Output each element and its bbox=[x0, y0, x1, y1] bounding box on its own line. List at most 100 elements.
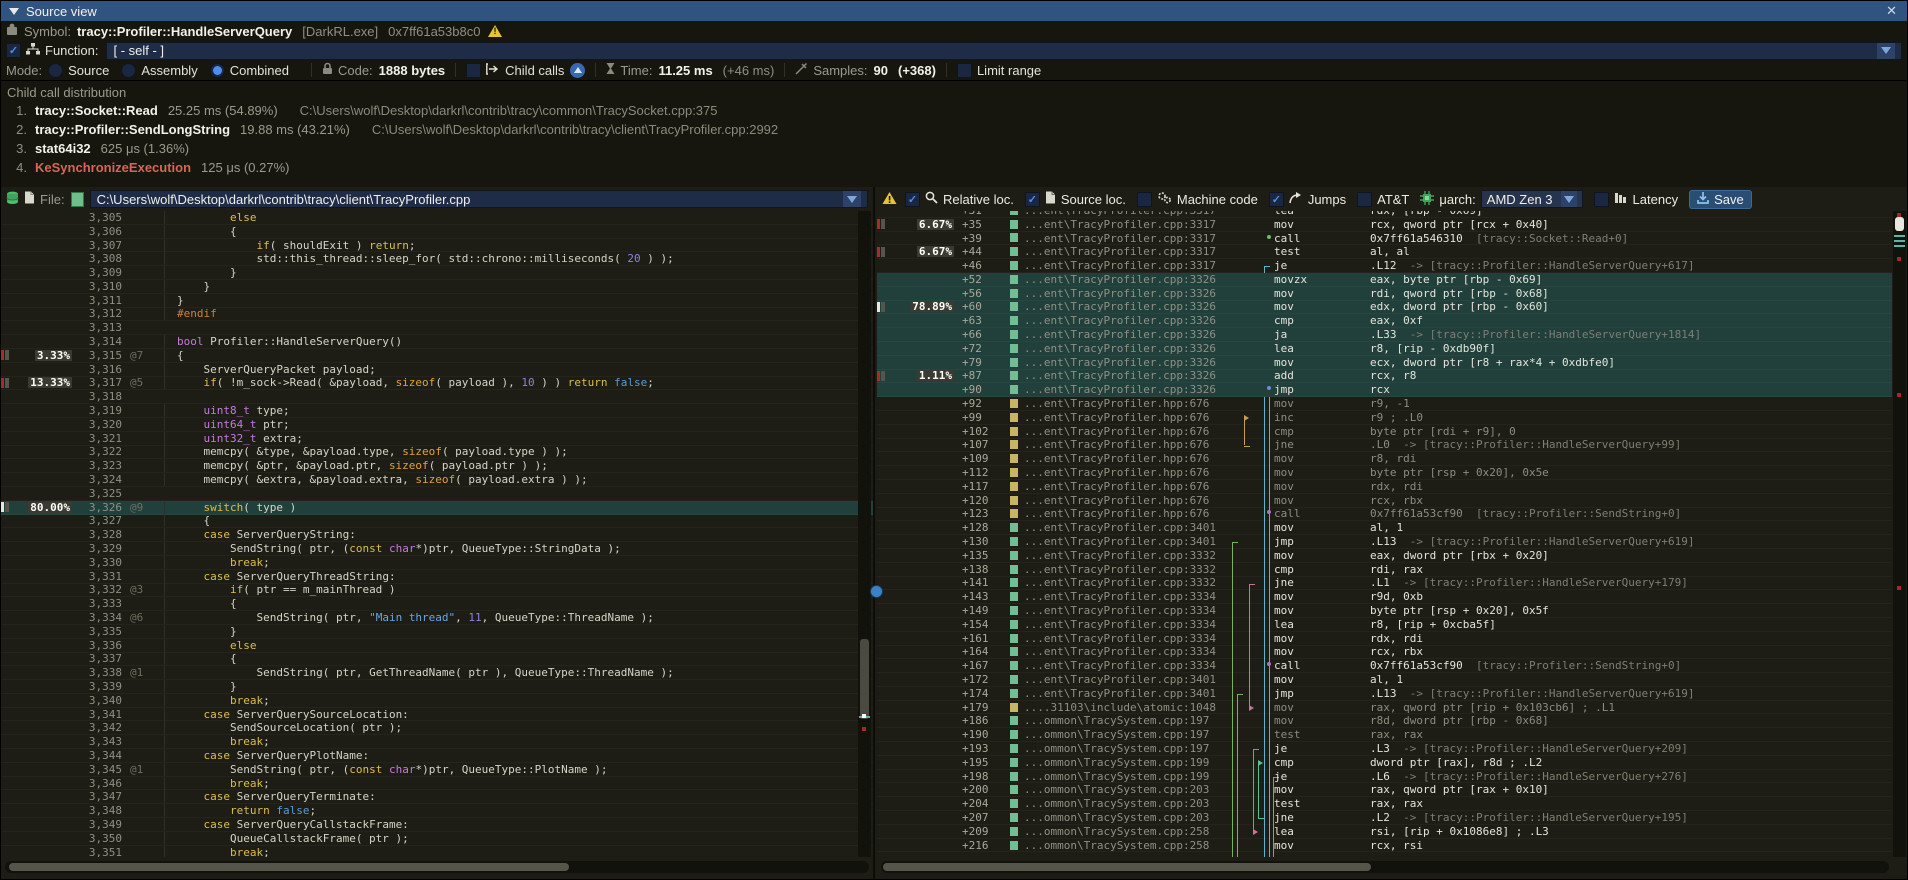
source-row[interactable]: 3,323 memcpy( &ptr, &payload.ptr, sizeof… bbox=[1, 459, 873, 473]
asm-row[interactable]: +135 ...ent\TracyProfiler.cpp:3332 mov eax,… bbox=[877, 549, 1892, 563]
asm-row[interactable]: +167 ...ent\TracyProfiler.cpp:3334 call 0x7… bbox=[877, 659, 1892, 673]
source-row[interactable]: 3,320 uint64_t ptr; bbox=[1, 417, 873, 432]
checkbox-icon[interactable] bbox=[1136, 191, 1152, 207]
source-row[interactable]: 3,334 @6 SendString( ptr, "Main thread", … bbox=[1, 611, 873, 625]
source-row[interactable]: 3,331 case ServerQueryThreadString: bbox=[1, 569, 873, 584]
source-row[interactable]: 3,324 memcpy( &extra, &payload.extra, si… bbox=[1, 473, 873, 487]
asm-row[interactable]: +72 ...ent\TracyProfiler.cpp:3326 lea r8, [… bbox=[877, 342, 1892, 356]
mode-option-combined[interactable]: Combined bbox=[209, 62, 289, 78]
asm-row[interactable]: +128 ...ent\TracyProfiler.cpp:3401 mov al, … bbox=[877, 521, 1892, 535]
asm-row[interactable]: 1.11% +87 ...ent\TracyProfiler.cpp:3326 add… bbox=[877, 369, 1892, 384]
collapse-icon[interactable] bbox=[9, 7, 19, 15]
source-row[interactable]: 3,321 uint32_t extra; bbox=[1, 431, 873, 446]
source-row[interactable]: 3,351 break; bbox=[1, 845, 873, 857]
asm-row[interactable]: +63 ...ent\TracyProfiler.cpp:3326 cmp eax, … bbox=[877, 314, 1892, 329]
function-dropdown[interactable]: [ - self - ] bbox=[106, 41, 1902, 60]
source-row[interactable]: 3,348 return false; bbox=[1, 804, 873, 818]
chevron-down-icon[interactable] bbox=[843, 191, 861, 207]
source-row[interactable]: 3,310 } bbox=[1, 279, 873, 294]
asm-row[interactable]: +66 ...ent\TracyProfiler.cpp:3326 ja .L33 -… bbox=[877, 328, 1892, 342]
source-row[interactable]: 3,329 SendString( ptr, (const char*)ptr,… bbox=[1, 542, 873, 556]
radio-icon[interactable] bbox=[209, 62, 225, 78]
toolbar-toggle-jumps[interactable]: Jumps bbox=[1268, 191, 1346, 207]
asm-row[interactable]: +154 ...ent\TracyProfiler.cpp:3334 lea r8, … bbox=[877, 618, 1892, 632]
source-row[interactable]: 3,308 std::this_thread::sleep_for( std::… bbox=[1, 252, 873, 266]
source-row[interactable]: 3,325 bbox=[1, 487, 873, 501]
asm-row[interactable]: +46 ...ent\TracyProfiler.cpp:3317 je .L12 -… bbox=[877, 259, 1892, 273]
source-row[interactable]: 3,336 else bbox=[1, 638, 873, 653]
asm-row[interactable]: +56 ...ent\TracyProfiler.cpp:3326 mov rdi, … bbox=[877, 287, 1892, 301]
source-row[interactable]: 3,312 #endif bbox=[1, 307, 873, 322]
source-row[interactable]: 3,346 break; bbox=[1, 776, 873, 791]
source-row[interactable]: 3,322 memcpy( &type, &payload.type, size… bbox=[1, 445, 873, 460]
asm-row[interactable]: +149 ...ent\TracyProfiler.cpp:3334 mov byte… bbox=[877, 604, 1892, 618]
source-row[interactable]: 3,319 uint8_t type; bbox=[1, 404, 873, 418]
panel-resize-grip[interactable] bbox=[870, 585, 883, 598]
file-dropdown[interactable]: C:\Users\wolf\Desktop\darkrl\contrib\tra… bbox=[89, 190, 868, 208]
source-row[interactable]: 3,340 break; bbox=[1, 693, 873, 708]
source-row[interactable]: 3,350 QueueCallstackFrame( ptr ); bbox=[1, 831, 873, 846]
radio-icon[interactable] bbox=[48, 62, 64, 78]
checkbox-icon[interactable] bbox=[905, 191, 920, 207]
checkbox-icon[interactable] bbox=[1268, 191, 1284, 207]
asm-row[interactable]: +117 ...ent\TracyProfiler.hpp:676 mov rdx, … bbox=[877, 480, 1892, 494]
asm-row[interactable]: +174 ...ent\TracyProfiler.cpp:3401 jmp .L13… bbox=[877, 687, 1892, 701]
asm-row[interactable]: +102 ...ent\TracyProfiler.hpp:676 cmp byte … bbox=[877, 425, 1892, 439]
source-row[interactable]: 3,314 bool Profiler::HandleServerQuery() bbox=[1, 335, 873, 349]
asm-row[interactable]: +92 ...ent\TracyProfiler.hpp:676 mov r9, -1 bbox=[877, 397, 1892, 411]
source-row[interactable]: 80.00% 3,326 @9 switch( type ) bbox=[1, 500, 873, 515]
chevron-down-icon[interactable] bbox=[1877, 42, 1895, 59]
function-checkbox[interactable] bbox=[6, 43, 21, 58]
asm-row[interactable]: +195 ...ommon\TracySystem.cpp:199 cmp dword… bbox=[877, 756, 1892, 770]
source-row[interactable]: 3,327 { bbox=[1, 514, 873, 529]
asm-row[interactable]: +138 ...ent\TracyProfiler.cpp:3332 cmp rdi,… bbox=[877, 563, 1892, 577]
asm-row[interactable]: +204 ...ommon\TracySystem.cpp:203 test rax,… bbox=[877, 797, 1892, 811]
close-button[interactable]: ✕ bbox=[1886, 3, 1897, 18]
source-row[interactable]: 3,343 break; bbox=[1, 735, 873, 749]
source-row[interactable]: 3,311} bbox=[1, 293, 873, 308]
source-row[interactable]: 3,309 } bbox=[1, 266, 873, 280]
source-row[interactable]: 3,342 SendSourceLocation( ptr ); bbox=[1, 721, 873, 735]
source-row[interactable]: 3,349 case ServerQueryCallstackFrame: bbox=[1, 817, 873, 832]
source-row[interactable]: 3,333 { bbox=[1, 597, 873, 611]
toolbar-toggle-relative-loc-[interactable]: Relative loc. bbox=[905, 191, 1014, 207]
mode-option-assembly[interactable]: Assembly bbox=[121, 62, 198, 78]
asm-row[interactable]: +112 ...ent\TracyProfiler.hpp:676 mov byte … bbox=[877, 466, 1892, 480]
source-row[interactable]: 3,306 { bbox=[1, 224, 873, 239]
source-hscroll-thumb[interactable] bbox=[9, 863, 569, 871]
assembly-horizontal-scrollbar[interactable] bbox=[881, 861, 1889, 873]
source-row[interactable]: 3,313 bbox=[1, 321, 873, 335]
source-row[interactable]: 3,307 if( shouldExit ) return; bbox=[1, 238, 873, 253]
source-vertical-scrollbar[interactable] bbox=[858, 211, 871, 857]
toolbar-toggle-machine-code[interactable]: Machine code bbox=[1136, 191, 1258, 207]
asm-row[interactable]: +123 ...ent\TracyProfiler.hpp:676 call 0x7f… bbox=[877, 507, 1892, 522]
asm-row[interactable]: +179 ....31103\include\atomic:1048 mov rax,… bbox=[877, 701, 1892, 715]
child-call-row[interactable]: 3. stat64i32 625 μs (1.36%) bbox=[7, 141, 1901, 160]
source-row[interactable]: 3,344 case ServerQueryPlotName: bbox=[1, 748, 873, 763]
toolbar-toggle-at-t[interactable]: AT&T bbox=[1357, 191, 1409, 207]
asm-row[interactable]: +79 ...ent\TracyProfiler.cpp:3326 mov ecx, … bbox=[877, 356, 1892, 370]
checkbox-icon[interactable] bbox=[1593, 191, 1609, 207]
asm-row[interactable]: 6.67% +35 ...ent\TracyProfiler.cpp:3317 mov… bbox=[877, 218, 1892, 232]
asm-row[interactable]: +141 ...ent\TracyProfiler.cpp:3332 jne .L1 … bbox=[877, 576, 1892, 591]
source-row[interactable]: 3,332 @3 if( ptr == m_mainThread ) bbox=[1, 583, 873, 598]
source-row[interactable]: 3,337 { bbox=[1, 652, 873, 667]
checkbox-icon[interactable] bbox=[1024, 191, 1040, 207]
toolbar-toggle-latency[interactable]: Latency bbox=[1593, 191, 1678, 207]
asm-row[interactable]: +190 ...ommon\TracySystem.cpp:197 test rax,… bbox=[877, 728, 1892, 742]
mode-option-source[interactable]: Source bbox=[48, 62, 109, 78]
limit-range-checkbox[interactable] bbox=[956, 62, 972, 78]
asm-row[interactable]: +39 ...ent\TracyProfiler.cpp:3317 call 0x7f… bbox=[877, 232, 1892, 246]
source-row[interactable]: 3,316 ServerQueryPacket payload; bbox=[1, 362, 873, 377]
source-vscroll-thumb[interactable] bbox=[860, 639, 869, 719]
child-call-row[interactable]: 4. KeSynchronizeExecution 125 μs (0.27%) bbox=[7, 160, 1901, 179]
child-call-row[interactable]: 1. tracy::Socket::Read 25.25 ms (54.89%) C:… bbox=[7, 103, 1901, 122]
source-row[interactable]: 3,345 @1 SendString( ptr, (const char*)pt… bbox=[1, 762, 873, 777]
asm-row[interactable]: +193 ...ommon\TracySystem.cpp:197 je .L3 ->… bbox=[877, 742, 1892, 756]
asm-row[interactable]: +207 ...ommon\TracySystem.cpp:203 jne .L2 -… bbox=[877, 811, 1892, 825]
asm-row[interactable]: +161 ...ent\TracyProfiler.cpp:3334 mov rdx,… bbox=[877, 632, 1892, 646]
source-code-area[interactable]: 3,305 else 3,306 {3,307 if( shouldExit ) … bbox=[1, 211, 873, 857]
source-row[interactable]: 3,330 break; bbox=[1, 555, 873, 570]
asm-row[interactable]: +109 ...ent\TracyProfiler.hpp:676 mov r8, r… bbox=[877, 452, 1892, 466]
asm-row[interactable]: +52 ...ent\TracyProfiler.cpp:3326 movzx eax… bbox=[877, 273, 1892, 287]
